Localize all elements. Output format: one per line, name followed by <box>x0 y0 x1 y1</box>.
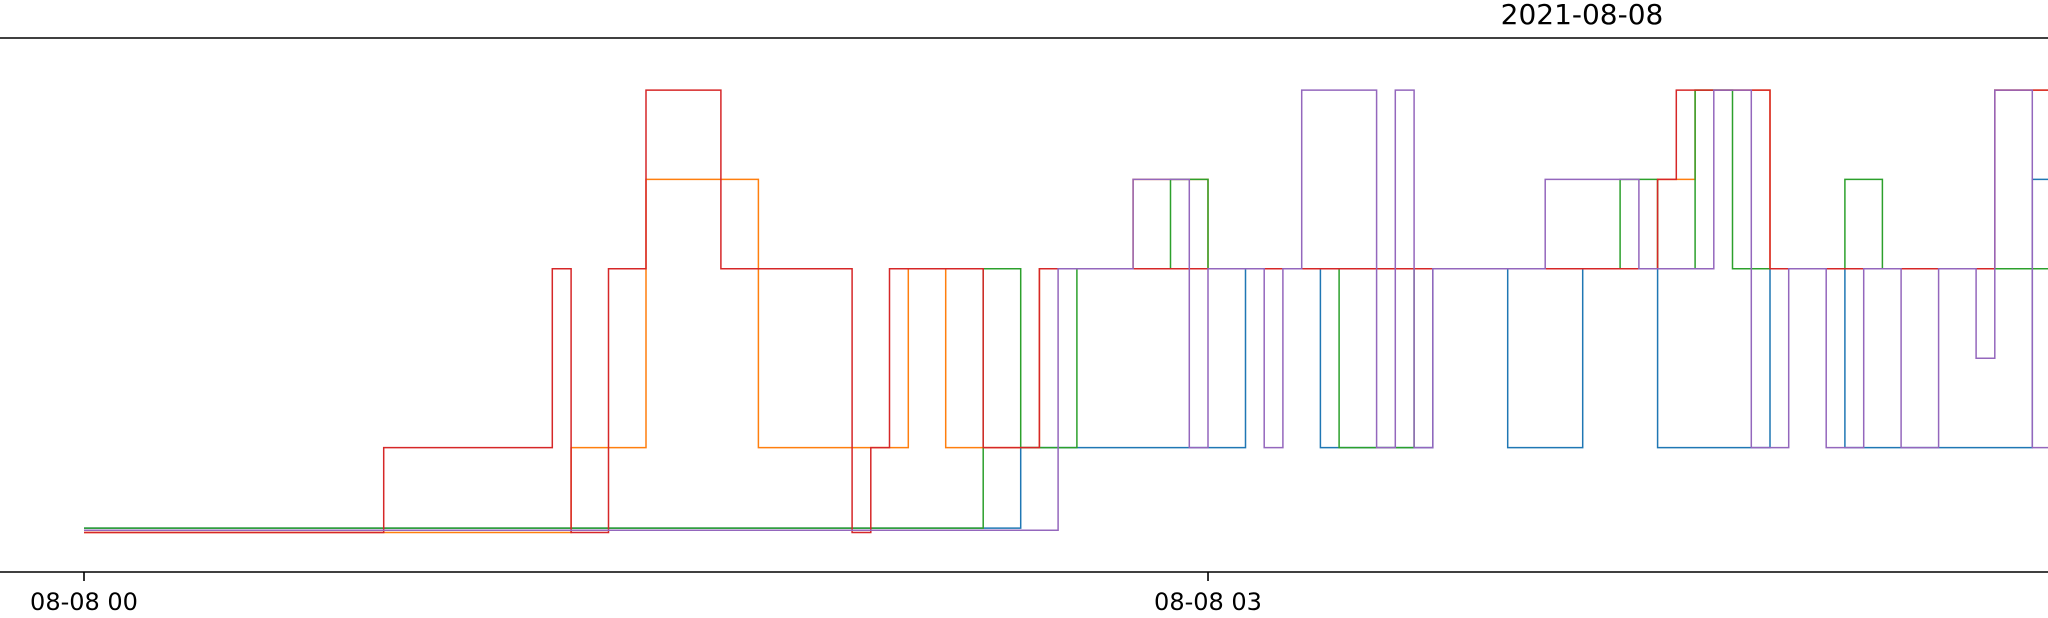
series-line-2 <box>84 89 2048 529</box>
x-tick-label: 08-08 03 <box>1154 588 1262 616</box>
series-line-4 <box>84 89 2048 532</box>
chart-title: 2021-08-08 <box>1501 0 1664 31</box>
series-line-1 <box>84 89 2048 534</box>
series-line-0 <box>84 178 2048 529</box>
series-layer <box>84 89 2048 534</box>
x-tick-label: 08-08 00 <box>30 588 138 616</box>
series-line-3 <box>84 89 2048 534</box>
